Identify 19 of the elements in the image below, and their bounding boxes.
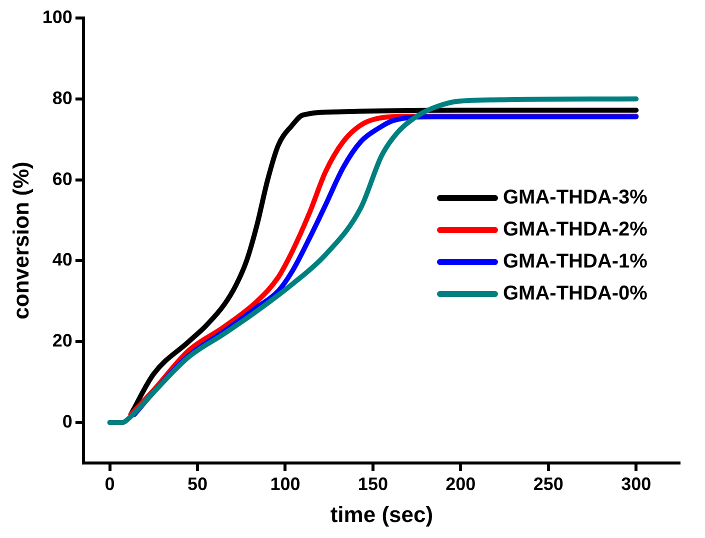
y-tick-label: 100 [42, 6, 72, 27]
legend-label: GMA-THDA-3% [503, 186, 648, 209]
y-axis-title: conversion (%) [8, 162, 34, 320]
y-tick-label: 60 [52, 168, 72, 189]
legend-label: GMA-THDA-2% [503, 218, 648, 241]
x-tick-label: 200 [446, 474, 476, 494]
x-tick-label: 50 [187, 474, 208, 494]
legend-label: GMA-THDA-1% [503, 250, 648, 273]
x-axis-title: time (sec) [330, 502, 434, 527]
x-tick-label: 300 [621, 474, 652, 494]
y-tick-label: 0 [62, 412, 72, 432]
y-tick-label: 80 [52, 88, 72, 108]
x-tick-label: 0 [104, 474, 115, 494]
x-tick-label: 150 [358, 474, 388, 494]
x-tick-label: 250 [533, 474, 564, 494]
legend-label: GMA-THDA-0% [503, 282, 648, 305]
y-tick-label: 40 [52, 250, 72, 270]
x-tick-label: 100 [270, 474, 300, 494]
y-tick-label: 20 [52, 330, 72, 351]
